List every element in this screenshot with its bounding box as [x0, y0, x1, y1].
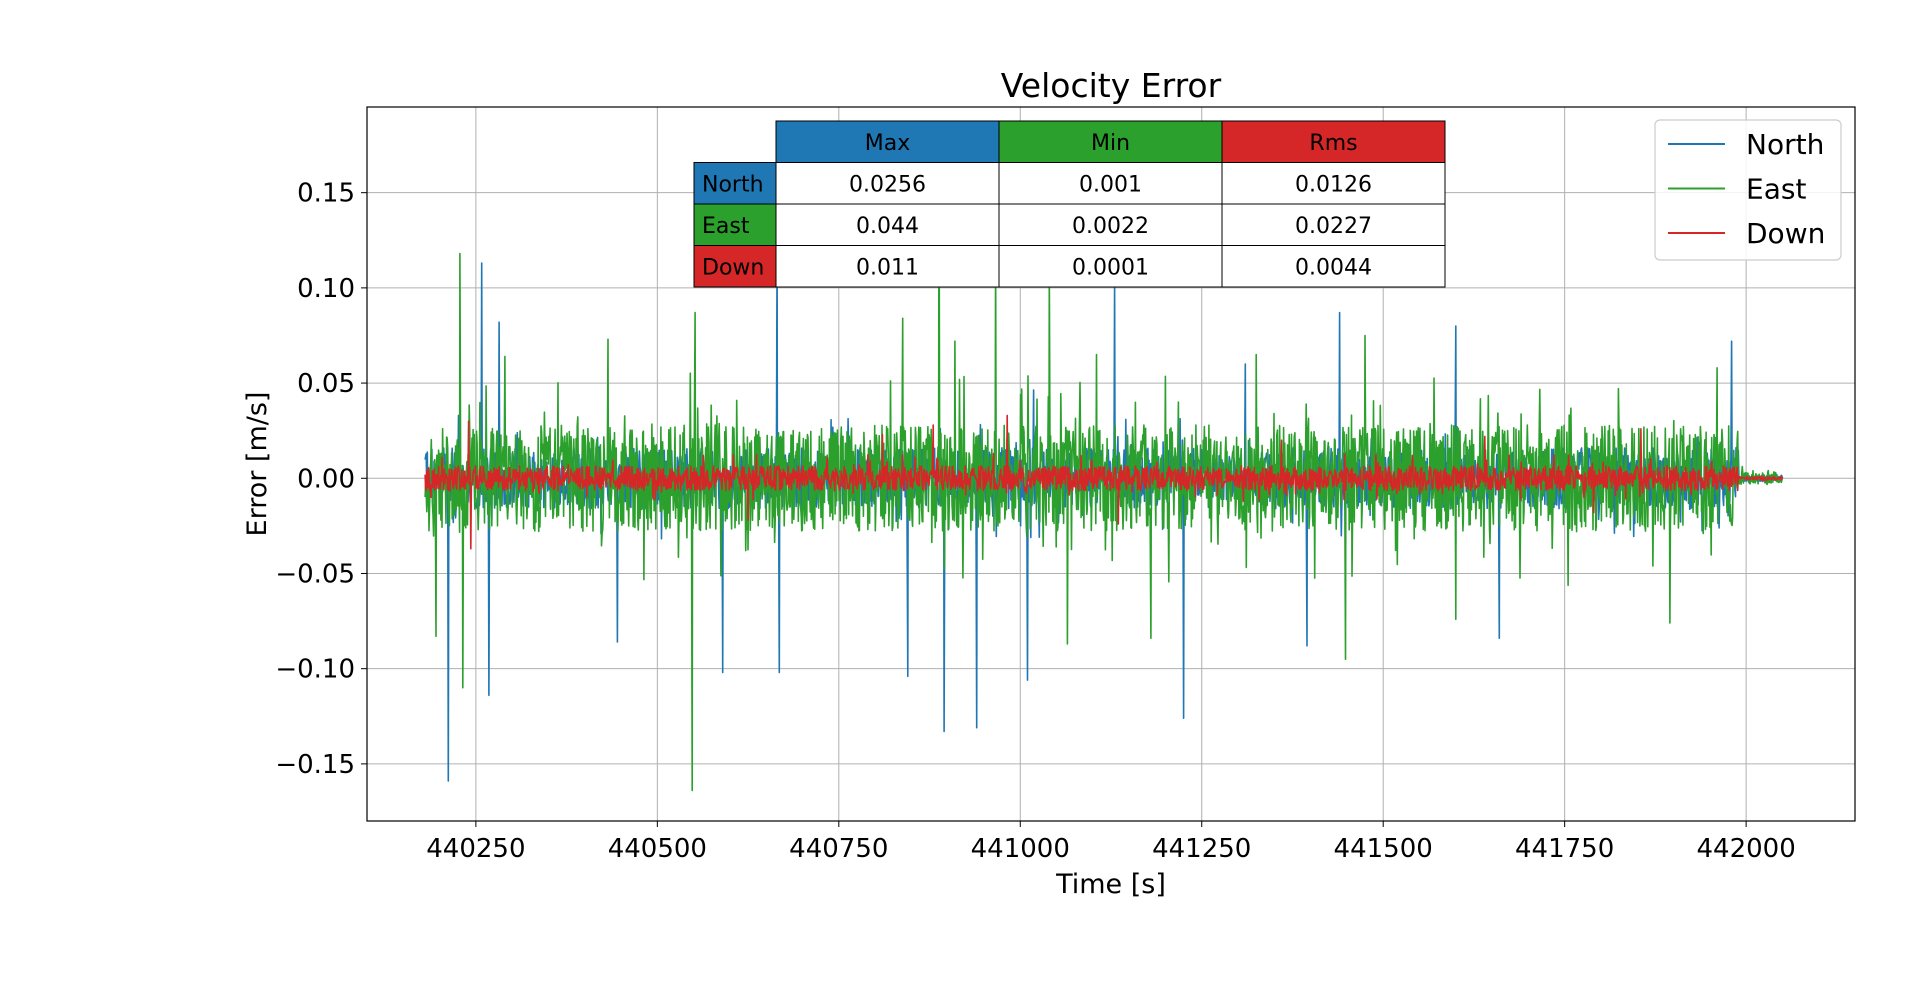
- chart-title: Velocity Error: [1001, 66, 1222, 105]
- table-row-header-cell: [693, 203, 777, 246]
- x-tick-label: 441500: [1334, 834, 1433, 864]
- legend-box: [1654, 119, 1842, 261]
- legend-label-north: North: [1746, 128, 1824, 161]
- x-tick-label: 440500: [608, 834, 707, 864]
- table-col-header-cell: [998, 120, 1223, 163]
- x-tick-label: 441000: [971, 834, 1070, 864]
- series-line-down: [424, 414, 1784, 550]
- table-col-header: Max: [865, 131, 910, 156]
- table-cell: [775, 203, 1000, 246]
- table-row-header: Down: [702, 256, 764, 281]
- ticks-layer: 440250 440500 440750 441000 441250 441500 4417…: [275, 179, 1795, 864]
- table-row-header: North: [702, 173, 764, 198]
- stats-table: Max Min Rms North 0.0256 0.001 0.0126 East 0.044…: [693, 120, 1446, 288]
- y-tick-label: 0.00: [297, 464, 355, 494]
- table-cell-value: 0.0227: [1295, 214, 1372, 239]
- table-cell-value: 0.0022: [1072, 214, 1149, 239]
- x-tick-label: 441250: [1152, 834, 1251, 864]
- table-row-header-cell: [693, 162, 777, 205]
- table-cell: [1221, 203, 1446, 246]
- table-cell: [775, 162, 1000, 205]
- x-tick-label: 440250: [426, 834, 525, 864]
- y-tick-label: 0.10: [297, 274, 355, 304]
- y-tick-label: −0.05: [275, 559, 355, 589]
- table-cell-value: 0.0256: [849, 173, 926, 198]
- table-col-header: Min: [1091, 131, 1130, 156]
- table-cell: [1221, 245, 1446, 288]
- y-tick-label: −0.15: [275, 750, 355, 780]
- legend: North East Down: [1654, 119, 1842, 261]
- y-tick-label: −0.10: [275, 655, 355, 685]
- table-cell-value: 0.001: [1079, 173, 1142, 198]
- table-col-header: Rms: [1309, 131, 1357, 156]
- table-row-header-cell: [693, 245, 777, 288]
- legend-label-east: East: [1746, 173, 1806, 206]
- series-layer: [424, 132, 1784, 792]
- x-tick-label: 442000: [1696, 834, 1795, 864]
- table-col-header-cell: [1221, 120, 1446, 163]
- y-tick-label: 0.05: [297, 369, 355, 399]
- y-tick-label: 0.15: [297, 179, 355, 209]
- legend-label-down: Down: [1746, 217, 1825, 250]
- table-cell-value: 0.0001: [1072, 256, 1149, 281]
- table-cell: [775, 245, 1000, 288]
- table-row-header: East: [702, 214, 750, 239]
- table-cell-value: 0.044: [856, 214, 919, 239]
- plot-frame: [366, 106, 1856, 822]
- table-cell-value: 0.011: [856, 256, 919, 281]
- table-cell-value: 0.0126: [1295, 173, 1372, 198]
- table-cell: [998, 245, 1223, 288]
- y-axis-label: Error [m/s]: [242, 392, 273, 537]
- table-cell-value: 0.0044: [1295, 256, 1372, 281]
- x-tick-label: 441750: [1515, 834, 1614, 864]
- x-tick-label: 440750: [789, 834, 888, 864]
- x-axis-label: Time [s]: [1055, 869, 1166, 900]
